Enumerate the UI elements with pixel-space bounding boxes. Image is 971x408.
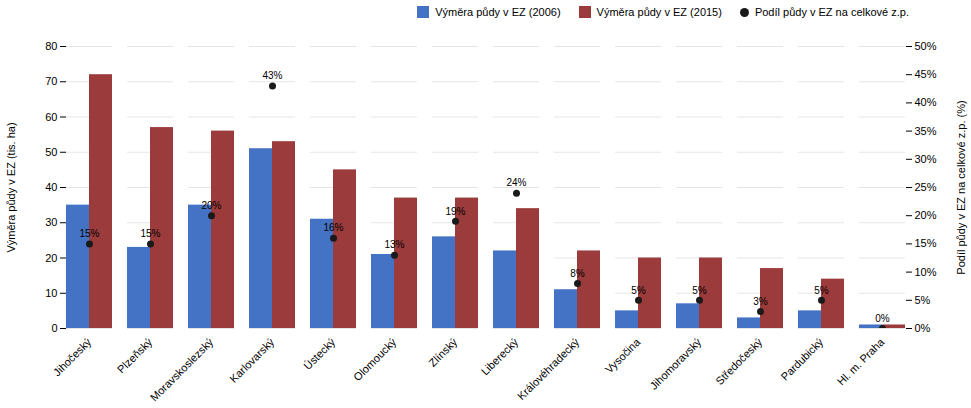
- svg-text:15%: 15%: [79, 228, 99, 239]
- svg-text:35%: 35%: [915, 125, 937, 137]
- svg-text:Vysočina: Vysočina: [603, 335, 643, 375]
- svg-text:Výměra půdy v EZ (tis. ha): Výměra půdy v EZ (tis. ha): [5, 122, 17, 252]
- svg-text:Pardubický: Pardubický: [778, 335, 825, 382]
- svg-text:15%: 15%: [140, 228, 160, 239]
- svg-text:5%: 5%: [631, 285, 646, 296]
- svg-text:20%: 20%: [201, 200, 221, 211]
- svg-text:10%: 10%: [915, 266, 937, 278]
- svg-text:8%: 8%: [570, 268, 585, 279]
- svg-text:Ústecký: Ústecký: [301, 335, 337, 371]
- svg-text:3%: 3%: [753, 296, 768, 307]
- svg-text:19%: 19%: [445, 206, 465, 217]
- svg-text:5%: 5%: [692, 285, 707, 296]
- svg-text:5%: 5%: [915, 294, 931, 306]
- html-text:Podíl půdy v EZ na celkové z.p: Podíl půdy v EZ na celkové z.p.: [754, 6, 909, 18]
- svg-text:20%: 20%: [915, 209, 937, 221]
- svg-text:0%: 0%: [915, 322, 931, 334]
- svg-text:43%: 43%: [262, 70, 282, 81]
- svg-text:30%: 30%: [915, 153, 937, 165]
- svg-text:Plzeňský: Plzeňský: [115, 335, 155, 375]
- svg-text:Jihomoravský: Jihomoravský: [647, 335, 703, 391]
- svg-text:40: 40: [45, 181, 57, 193]
- svg-text:15%: 15%: [915, 237, 937, 249]
- svg-text:0: 0: [51, 322, 57, 334]
- svg-text:5%: 5%: [814, 285, 829, 296]
- svg-text:Olomoucký: Olomoucký: [351, 335, 399, 383]
- svg-text:Královéhradecký: Královéhradecký: [515, 335, 582, 402]
- svg-text:80: 80: [45, 40, 57, 52]
- svg-text:50%: 50%: [915, 40, 937, 52]
- svg-text:70: 70: [45, 75, 57, 87]
- svg-text:10: 10: [45, 287, 57, 299]
- svg-text:Podíl půdy v EZ na celkové z.p: Podíl půdy v EZ na celkové z.p. (%): [955, 100, 967, 274]
- svg-text:24%: 24%: [506, 177, 526, 188]
- svg-text:30: 30: [45, 216, 57, 228]
- svg-text:13%: 13%: [384, 239, 404, 250]
- svg-text:0%: 0%: [875, 313, 890, 324]
- svg-text:25%: 25%: [915, 181, 937, 193]
- svg-text:Liberecký: Liberecký: [479, 335, 521, 377]
- svg-text:Hl. m. Praha: Hl. m. Praha: [835, 335, 887, 387]
- html-text:Výměra půdy v EZ (2006): Výměra půdy v EZ (2006): [435, 6, 561, 18]
- html-text:Výměra půdy v EZ (2015): Výměra půdy v EZ (2015): [596, 6, 722, 18]
- svg-text:16%: 16%: [323, 222, 343, 233]
- svg-text:Jihočeský: Jihočeský: [51, 335, 94, 378]
- svg-text:40%: 40%: [915, 96, 937, 108]
- svg-text:Zlínský: Zlínský: [426, 335, 459, 368]
- svg-text:45%: 45%: [915, 68, 937, 80]
- svg-text:20: 20: [45, 252, 57, 264]
- svg-text:Moravskoslezský: Moravskoslezský: [148, 335, 216, 403]
- svg-text:Karlovarský: Karlovarský: [227, 335, 276, 384]
- svg-text:60: 60: [45, 111, 57, 123]
- svg-text:50: 50: [45, 146, 57, 158]
- svg-text:Středočeský: Středočeský: [713, 335, 765, 387]
